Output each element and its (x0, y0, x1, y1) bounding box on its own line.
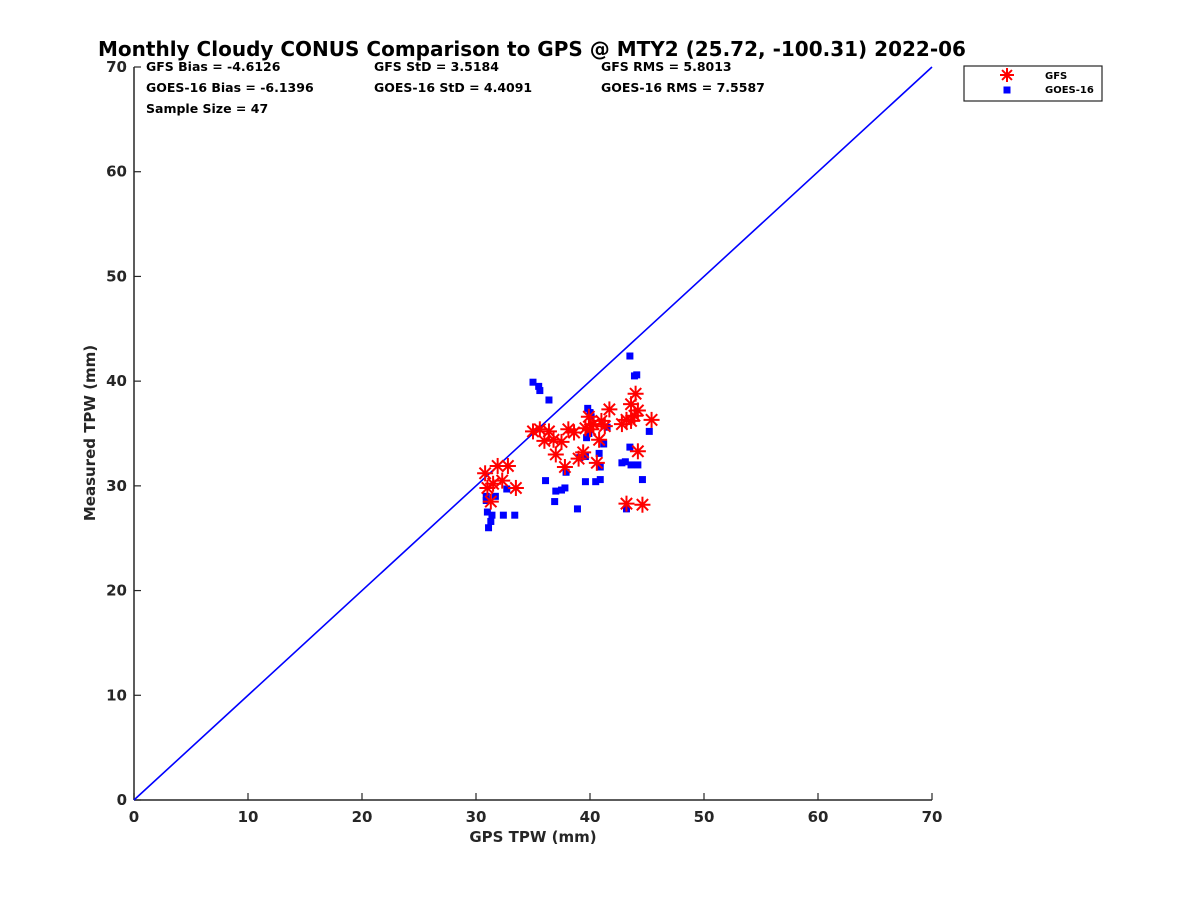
plot-area: 0 10 20 30 40 50 60 70 0 10 20 30 40 50 60 70 (106, 58, 942, 826)
goes16-point (529, 378, 537, 386)
goes16-point (634, 461, 642, 469)
goes16-point (581, 453, 589, 461)
x-tick-label: 20 (352, 808, 373, 826)
gfs-point (643, 411, 660, 428)
legend-gfs-label: GFS (1045, 71, 1067, 82)
goes16-point (627, 461, 635, 469)
legend: GFS GOES-16 (963, 65, 1103, 102)
goes16-point (545, 396, 553, 404)
stat-gfs-rms: GFS RMS = 5.8013 (601, 59, 732, 74)
gfs-point (553, 433, 570, 450)
goes16-point (535, 382, 543, 390)
gfs-point (588, 454, 605, 471)
goes16-point (482, 497, 490, 505)
stat-goes-rms: GOES-16 RMS = 7.5587 (601, 80, 765, 95)
goes16-point (562, 468, 570, 476)
gfs-point (591, 431, 608, 448)
legend-gfs-asterisk (1000, 68, 1014, 82)
y-tick-label: 50 (106, 267, 127, 285)
goes16-point (586, 409, 594, 417)
goes16-point (503, 485, 511, 493)
gfs-point (618, 495, 635, 512)
goes16-point (551, 498, 559, 506)
goes16-point (536, 387, 544, 395)
gfs-point (601, 401, 618, 418)
gfs-point (494, 472, 511, 489)
statistics-block: GFS Bias = -4.6126 GFS StD = 3.5184 GFS … (146, 59, 765, 116)
legend-box (963, 65, 1103, 102)
goes16-point (542, 477, 550, 485)
gfs-point (560, 421, 577, 438)
goes16-point (592, 478, 600, 486)
gfs-point (629, 443, 646, 460)
y-tick-label: 10 (106, 686, 127, 704)
x-tick-label: 50 (694, 808, 715, 826)
x-tick-label: 30 (466, 808, 487, 826)
gfs-point (629, 402, 646, 419)
gfs-series (477, 385, 660, 513)
goes16-point (626, 443, 634, 451)
gfs-point (547, 446, 564, 463)
goes16-point (552, 487, 560, 495)
goes16-point (581, 478, 589, 486)
x-tick-label: 10 (238, 808, 259, 826)
axis-ticks: 0 10 20 30 40 50 60 70 0 10 20 30 40 50 60 70 (106, 58, 942, 826)
legend-goes-square (1003, 86, 1011, 94)
gfs-point (556, 459, 573, 476)
goes16-point (561, 484, 569, 492)
goes16-point (483, 508, 491, 516)
goes16-series (482, 352, 653, 532)
stat-gfs-std: GFS StD = 3.5184 (374, 59, 499, 74)
gfs-point (575, 444, 592, 461)
goes16-point (595, 449, 603, 457)
goes16-point (573, 505, 581, 513)
stat-sample-size: Sample Size = 47 (146, 101, 268, 116)
goes16-point (596, 476, 604, 484)
goes16-point (485, 524, 493, 532)
gfs-point (540, 423, 557, 440)
y-tick-label: 40 (106, 372, 127, 390)
legend-goes-marker (1003, 86, 1011, 94)
gfs-point (507, 479, 524, 496)
goes16-point (487, 517, 495, 525)
x-tick-label: 60 (808, 808, 829, 826)
gfs-point (566, 424, 583, 441)
goes16-point (583, 434, 591, 442)
goes16-point (488, 511, 496, 519)
gfs-point (499, 457, 516, 474)
y-tick-label: 60 (106, 163, 127, 181)
stat-goes-std: GOES-16 StD = 4.4091 (374, 80, 532, 95)
y-axis-label: Measured TPW (mm) (81, 345, 99, 521)
gfs-point (596, 418, 613, 435)
legend-goes-label: GOES-16 (1045, 85, 1094, 96)
y-tick-label: 30 (106, 477, 127, 495)
y-tick-label: 70 (106, 58, 127, 76)
gfs-point (477, 465, 494, 482)
goes16-point (633, 371, 641, 379)
y-tick-label: 0 (117, 791, 127, 809)
stat-goes-bias: GOES-16 Bias = -6.1396 (146, 80, 314, 95)
goes16-point (621, 458, 629, 466)
goes16-point (645, 427, 653, 435)
legend-gfs-marker (1000, 68, 1014, 82)
x-tick-label: 70 (922, 808, 943, 826)
x-tick-label: 0 (129, 808, 139, 826)
goes16-point (584, 404, 592, 412)
chart-title: Monthly Cloudy CONUS Comparison to GPS @… (98, 37, 966, 61)
goes16-point (638, 476, 646, 484)
goes16-point (585, 430, 593, 437)
y-tick-label: 20 (106, 582, 127, 600)
x-axis-label: GPS TPW (mm) (469, 828, 596, 846)
x-tick-label: 40 (580, 808, 601, 826)
gfs-point (634, 496, 651, 513)
goes16-point (511, 511, 519, 519)
gfs-point (627, 385, 644, 402)
goes16-point (626, 352, 634, 360)
stat-gfs-bias: GFS Bias = -4.6126 (146, 59, 281, 74)
goes16-point (499, 511, 507, 519)
gfs-point (482, 493, 499, 510)
